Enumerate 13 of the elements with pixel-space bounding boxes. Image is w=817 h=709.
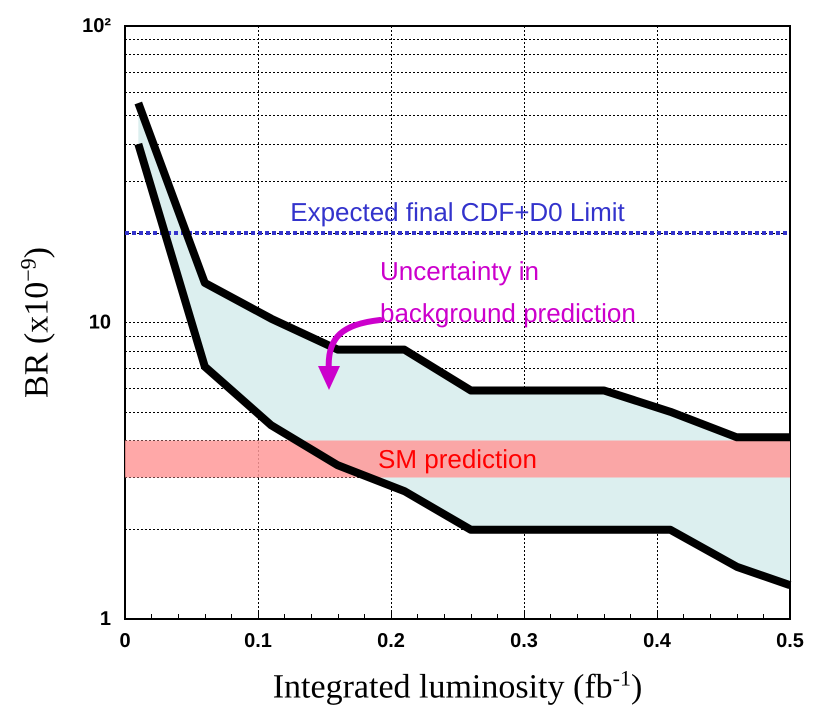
x-tick-label: 0 (119, 630, 131, 652)
x-tick-label: 0.2 (377, 630, 405, 652)
annotation: Uncertainty in background prediction (380, 255, 636, 330)
ref-line-label: Expected final CDF+D0 Limit (290, 197, 626, 228)
y-tick-label: 1 (100, 608, 111, 630)
y-tick-label: 10² (82, 15, 112, 37)
y-tick-label: 10 (88, 312, 111, 334)
y-axis-title: BR (x10−9) (16, 247, 56, 398)
x-tick-label: 0.4 (643, 630, 672, 652)
x-tick-label: 0.5 (776, 630, 804, 652)
x-tick-label: 0.3 (510, 630, 538, 652)
x-tick-label: 0.1 (244, 630, 272, 652)
band-label: SM prediction (378, 444, 537, 474)
